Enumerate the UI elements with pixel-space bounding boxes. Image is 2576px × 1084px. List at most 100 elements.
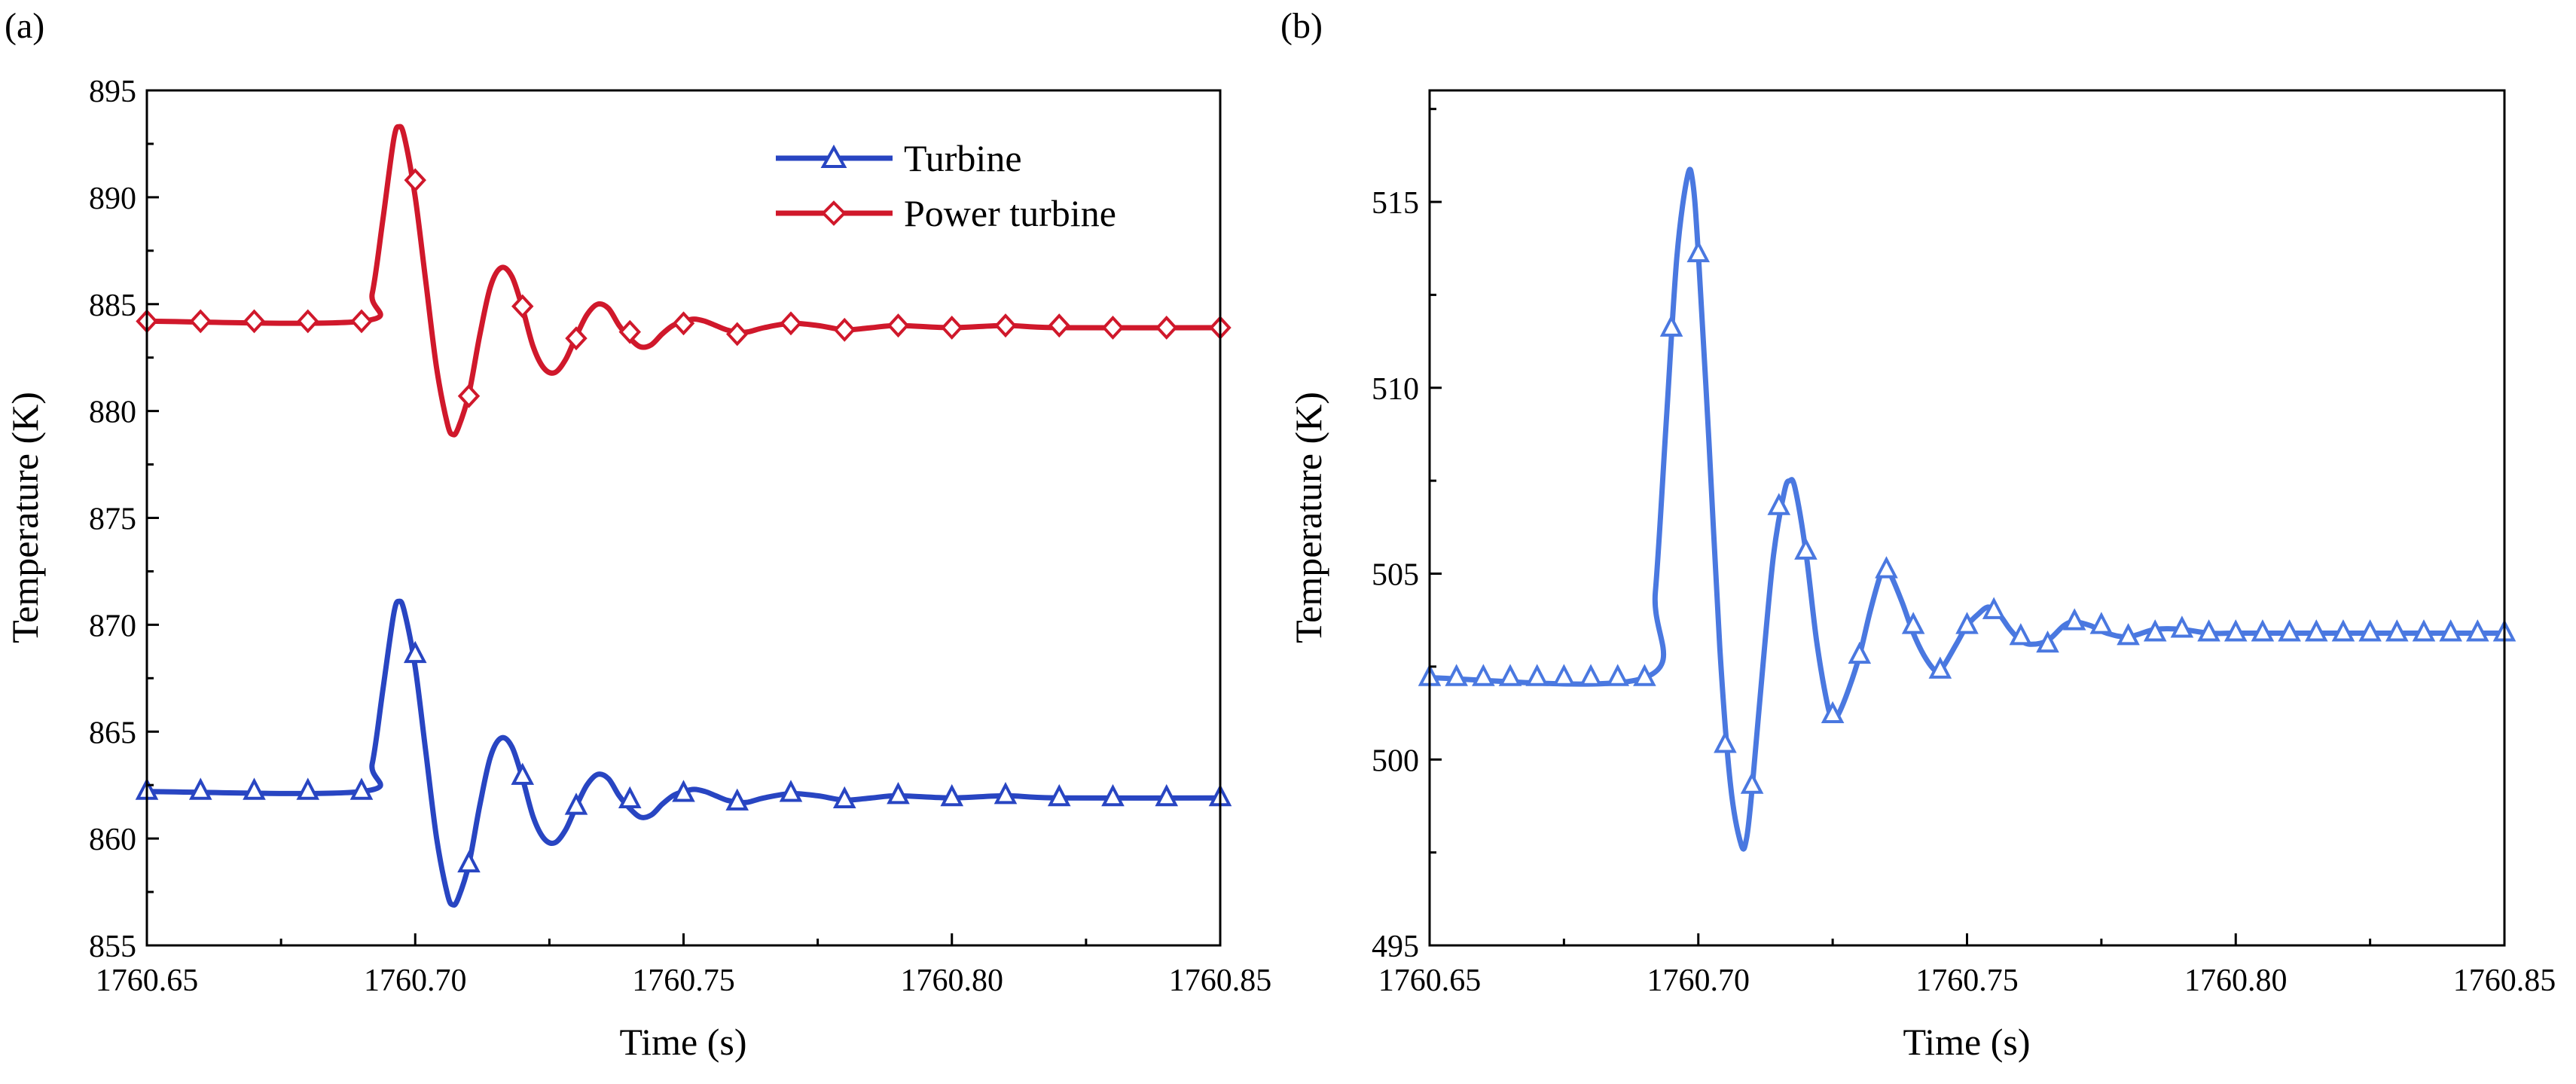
data-point-marker bbox=[887, 782, 910, 805]
x-axis-title-b: Time (s) bbox=[1903, 1021, 2030, 1063]
y-tick-label: 860 bbox=[89, 823, 136, 857]
data-point-marker bbox=[2223, 619, 2248, 642]
data-point-marker bbox=[297, 309, 319, 334]
data-point-marker bbox=[2197, 619, 2220, 642]
y-tick-label: 885 bbox=[89, 289, 136, 323]
data-point-marker bbox=[189, 309, 212, 334]
data-point-marker bbox=[1794, 537, 1818, 560]
y-axis-title-b: Temperature (K) bbox=[1287, 392, 1329, 643]
data-point-marker bbox=[1525, 664, 1549, 686]
data-point-marker bbox=[403, 640, 427, 664]
x-axis-title-a: Time (s) bbox=[619, 1021, 746, 1063]
data-point-marker bbox=[779, 780, 803, 802]
chart-panel-b: (b) 1760.65 1760.70 1760.75 1760.80 1760.85 … bbox=[1280, 6, 2556, 1063]
data-point-marker bbox=[1821, 701, 1845, 724]
data-point-marker bbox=[1472, 664, 1495, 686]
y-axis-ticks-b: 495 500 505 510 515 bbox=[1372, 108, 1442, 964]
y-tick-label: 495 bbox=[1372, 930, 1419, 964]
data-point-marker bbox=[1901, 612, 1925, 634]
plot-area-a bbox=[135, 124, 1232, 908]
data-point-marker bbox=[2143, 619, 2167, 642]
x-tick-label: 1760.65 bbox=[96, 963, 199, 998]
y-axis-title-a: Temperature (K) bbox=[4, 392, 46, 643]
data-point-marker bbox=[1767, 493, 1791, 515]
x-tick-label: 1760.75 bbox=[632, 963, 735, 998]
x-axis-ticks-a: 1760.65 1760.70 1760.75 1760.80 1760.85 bbox=[96, 933, 1271, 998]
data-point-marker bbox=[1633, 664, 1656, 686]
data-point-marker bbox=[2358, 619, 2382, 642]
x-tick-label: 1760.80 bbox=[2184, 963, 2288, 998]
data-point-marker bbox=[2278, 619, 2301, 642]
series-line-0 bbox=[146, 598, 1221, 908]
data-point-marker bbox=[2466, 619, 2489, 642]
y-tick-label: 515 bbox=[1372, 186, 1419, 221]
y-tick-label: 505 bbox=[1372, 558, 1419, 593]
data-point-marker bbox=[243, 777, 266, 800]
legend-label-power-turbine: Power turbine bbox=[904, 192, 1116, 234]
data-point-marker bbox=[672, 780, 695, 802]
data-point-marker bbox=[1445, 664, 1468, 686]
data-point-marker bbox=[2331, 619, 2355, 642]
data-point-marker bbox=[1955, 612, 1979, 634]
data-point-marker bbox=[1606, 664, 1630, 686]
data-point-marker bbox=[1155, 316, 1178, 340]
data-point-marker bbox=[618, 319, 641, 344]
y-tick-label: 870 bbox=[89, 609, 136, 643]
y-tick-label: 500 bbox=[1372, 744, 1419, 778]
y-axis-ticks-a: 855 860 865 870 875 880 885 890 895 bbox=[89, 75, 159, 964]
y-tick-label: 875 bbox=[89, 502, 136, 537]
data-point-marker bbox=[2009, 623, 2033, 646]
data-point-marker bbox=[2089, 612, 2114, 634]
data-point-marker bbox=[672, 311, 695, 336]
chart-panel-a: (a) 1760.65 1760.70 1760.75 1760.80 1760.85 … bbox=[4, 6, 1271, 1063]
y-tick-label: 890 bbox=[89, 182, 136, 216]
y-tick-label: 895 bbox=[89, 75, 136, 109]
data-point-marker bbox=[726, 322, 749, 347]
data-point-marker bbox=[2170, 615, 2194, 638]
data-point-marker bbox=[887, 313, 910, 338]
data-point-marker bbox=[2251, 619, 2275, 642]
x-tick-label: 1760.65 bbox=[1378, 963, 1482, 998]
panel-label-a: (a) bbox=[5, 6, 44, 46]
data-point-marker bbox=[1047, 783, 1071, 807]
y-tick-label: 510 bbox=[1372, 372, 1419, 407]
x-tick-label: 1760.70 bbox=[1647, 963, 1750, 998]
x-tick-label: 1760.85 bbox=[2453, 963, 2556, 998]
y-tick-label: 880 bbox=[89, 395, 136, 430]
data-point-marker bbox=[2304, 619, 2328, 642]
panel-label-b: (b) bbox=[1280, 6, 1323, 46]
plot-area-b bbox=[1418, 166, 2516, 852]
data-point-marker bbox=[941, 316, 963, 340]
data-point-marker bbox=[2439, 619, 2462, 642]
data-point-marker bbox=[1101, 316, 1125, 340]
legend-label-turbine: Turbine bbox=[904, 137, 1022, 179]
x-tick-label: 1760.80 bbox=[901, 963, 1004, 998]
x-tick-label: 1760.75 bbox=[1915, 963, 2019, 998]
data-point-marker bbox=[1659, 314, 1683, 337]
data-point-marker bbox=[243, 309, 266, 334]
data-point-marker bbox=[2036, 630, 2059, 653]
legend-marker-diamond-icon bbox=[821, 200, 847, 226]
data-point-marker bbox=[1155, 783, 1179, 807]
data-point-marker bbox=[1740, 771, 1764, 794]
data-point-marker bbox=[349, 777, 374, 800]
data-point-marker bbox=[564, 792, 588, 815]
data-point-marker bbox=[2117, 623, 2140, 646]
data-point-marker bbox=[1498, 664, 1522, 686]
data-point-marker bbox=[725, 788, 749, 811]
data-point-marker bbox=[296, 777, 320, 800]
data-point-marker bbox=[993, 782, 1018, 805]
x-tick-label: 1760.70 bbox=[364, 963, 467, 998]
data-point-marker bbox=[511, 762, 535, 785]
data-point-marker bbox=[1552, 664, 1576, 686]
data-point-marker bbox=[565, 326, 588, 351]
data-point-marker bbox=[1686, 240, 1711, 263]
data-point-marker bbox=[511, 294, 534, 319]
data-point-marker bbox=[2062, 608, 2086, 631]
data-point-marker bbox=[2412, 619, 2436, 642]
series-line-0 bbox=[1429, 166, 2504, 852]
data-point-marker bbox=[188, 777, 212, 800]
data-point-marker bbox=[457, 383, 481, 408]
data-point-marker bbox=[457, 850, 481, 873]
data-point-marker bbox=[994, 313, 1017, 338]
